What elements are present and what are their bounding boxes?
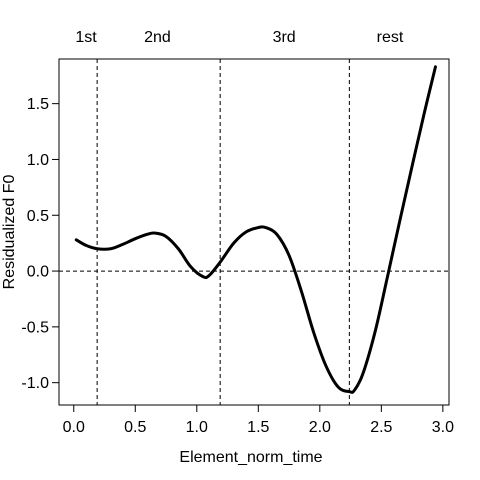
segment-label: 2nd [144, 29, 171, 46]
x-axis: 0.0 0.5 1.0 1.5 2.0 2.5 3.0 [63, 404, 454, 436]
y-tick-label: 0.5 [27, 208, 49, 225]
f0-series-line [74, 65, 437, 394]
y-tick-label: 1.0 [27, 152, 49, 169]
y-tick-label: 1.5 [27, 96, 49, 113]
x-tick-label: 0.0 [63, 419, 85, 436]
segment-label: 3rd [273, 29, 296, 46]
x-tick-label: 2.0 [309, 419, 331, 436]
y-tick-label: -0.5 [21, 319, 49, 336]
plot-frame [58, 58, 450, 406]
x-axis-label: Element_norm_time [179, 449, 322, 466]
segment-label: 1st [75, 29, 97, 46]
segment-label: rest [377, 29, 404, 46]
x-tick-label: 3.0 [432, 419, 454, 436]
series-layer [74, 65, 437, 394]
segment-labels: 1st 2nd 3rd rest [75, 29, 403, 46]
y-tick-label: -1.0 [21, 375, 49, 392]
x-tick-label: 1.5 [247, 419, 269, 436]
y-axis-label: Residualized F0 [1, 175, 18, 290]
x-tick-label: 2.5 [370, 419, 392, 436]
y-tick-label: 0.0 [27, 264, 49, 281]
reference-lines [59, 59, 449, 405]
x-tick-label: 1.0 [186, 419, 208, 436]
y-axis: -1.0 -0.5 0.0 0.5 1.0 1.5 [21, 96, 60, 392]
x-tick-label: 0.5 [124, 419, 146, 436]
